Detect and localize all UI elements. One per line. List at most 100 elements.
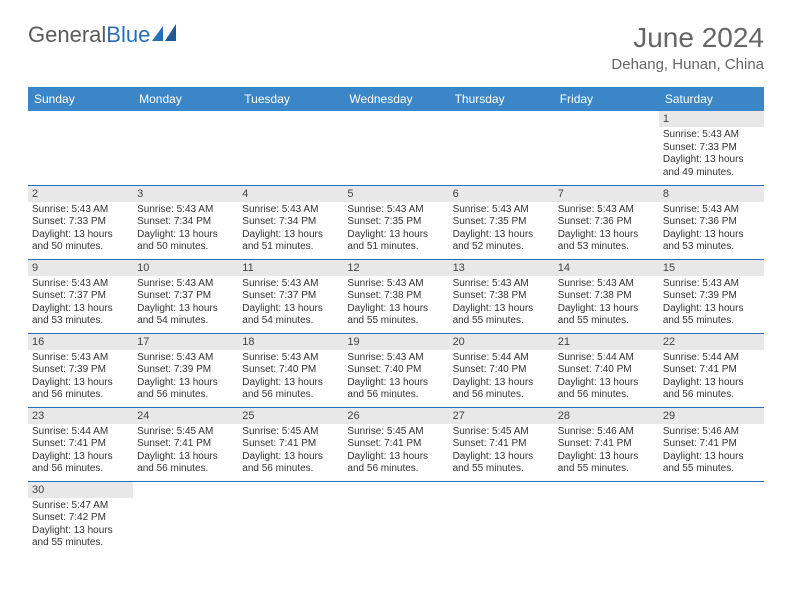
calendar-day-cell: 4Sunrise: 5:43 AMSunset: 7:34 PMDaylight… — [238, 185, 343, 259]
day-detail: Sunrise: 5:43 AMSunset: 7:40 PMDaylight:… — [238, 350, 343, 404]
calendar-day-cell — [449, 111, 554, 185]
calendar-week-row: 23Sunrise: 5:44 AMSunset: 7:41 PMDayligh… — [28, 407, 764, 481]
day-detail: Sunrise: 5:43 AMSunset: 7:34 PMDaylight:… — [133, 202, 238, 256]
calendar-day-cell: 14Sunrise: 5:43 AMSunset: 7:38 PMDayligh… — [554, 259, 659, 333]
calendar-day-cell — [343, 111, 448, 185]
day-number: 3 — [133, 186, 238, 202]
calendar-day-cell: 12Sunrise: 5:43 AMSunset: 7:38 PMDayligh… — [343, 259, 448, 333]
calendar-day-cell: 15Sunrise: 5:43 AMSunset: 7:39 PMDayligh… — [659, 259, 764, 333]
calendar-day-cell — [133, 481, 238, 555]
day-detail: Sunrise: 5:43 AMSunset: 7:37 PMDaylight:… — [133, 276, 238, 330]
calendar-day-cell — [449, 481, 554, 555]
calendar-day-cell: 10Sunrise: 5:43 AMSunset: 7:37 PMDayligh… — [133, 259, 238, 333]
calendar-week-row: 16Sunrise: 5:43 AMSunset: 7:39 PMDayligh… — [28, 333, 764, 407]
calendar-day-cell — [554, 111, 659, 185]
day-number: 5 — [343, 186, 448, 202]
calendar-day-cell: 3Sunrise: 5:43 AMSunset: 7:34 PMDaylight… — [133, 185, 238, 259]
calendar-day-cell — [238, 481, 343, 555]
day-number: 23 — [28, 408, 133, 424]
day-detail: Sunrise: 5:43 AMSunset: 7:39 PMDaylight:… — [659, 276, 764, 330]
day-number: 4 — [238, 186, 343, 202]
calendar-day-cell — [238, 111, 343, 185]
sail-icon — [152, 22, 178, 48]
weekday-header: Tuesday — [238, 87, 343, 111]
calendar-day-cell: 22Sunrise: 5:44 AMSunset: 7:41 PMDayligh… — [659, 333, 764, 407]
calendar-day-cell: 26Sunrise: 5:45 AMSunset: 7:41 PMDayligh… — [343, 407, 448, 481]
calendar-day-cell: 7Sunrise: 5:43 AMSunset: 7:36 PMDaylight… — [554, 185, 659, 259]
day-number: 17 — [133, 334, 238, 350]
day-detail: Sunrise: 5:47 AMSunset: 7:42 PMDaylight:… — [28, 498, 133, 552]
calendar-week-row: 1Sunrise: 5:43 AMSunset: 7:33 PMDaylight… — [28, 111, 764, 185]
calendar-head: SundayMondayTuesdayWednesdayThursdayFrid… — [28, 87, 764, 111]
day-number: 10 — [133, 260, 238, 276]
calendar-day-cell: 23Sunrise: 5:44 AMSunset: 7:41 PMDayligh… — [28, 407, 133, 481]
day-number: 11 — [238, 260, 343, 276]
day-number: 14 — [554, 260, 659, 276]
day-number: 27 — [449, 408, 554, 424]
calendar-day-cell: 6Sunrise: 5:43 AMSunset: 7:35 PMDaylight… — [449, 185, 554, 259]
day-detail: Sunrise: 5:43 AMSunset: 7:38 PMDaylight:… — [554, 276, 659, 330]
day-detail: Sunrise: 5:46 AMSunset: 7:41 PMDaylight:… — [554, 424, 659, 478]
day-number: 24 — [133, 408, 238, 424]
calendar-day-cell — [343, 481, 448, 555]
day-detail: Sunrise: 5:43 AMSunset: 7:40 PMDaylight:… — [343, 350, 448, 404]
day-detail: Sunrise: 5:44 AMSunset: 7:40 PMDaylight:… — [449, 350, 554, 404]
day-number: 8 — [659, 186, 764, 202]
day-number: 19 — [343, 334, 448, 350]
day-number: 25 — [238, 408, 343, 424]
day-number: 2 — [28, 186, 133, 202]
day-detail: Sunrise: 5:43 AMSunset: 7:33 PMDaylight:… — [28, 202, 133, 256]
location-text: Dehang, Hunan, China — [611, 56, 764, 73]
day-number: 13 — [449, 260, 554, 276]
day-number: 7 — [554, 186, 659, 202]
calendar-day-cell: 21Sunrise: 5:44 AMSunset: 7:40 PMDayligh… — [554, 333, 659, 407]
brand-text-1: General — [28, 22, 106, 48]
calendar-day-cell: 24Sunrise: 5:45 AMSunset: 7:41 PMDayligh… — [133, 407, 238, 481]
calendar-day-cell — [28, 111, 133, 185]
day-number: 30 — [28, 482, 133, 498]
day-detail: Sunrise: 5:43 AMSunset: 7:36 PMDaylight:… — [554, 202, 659, 256]
calendar-day-cell — [133, 111, 238, 185]
brand-logo: GeneralBlue — [28, 22, 178, 48]
weekday-header: Monday — [133, 87, 238, 111]
day-detail: Sunrise: 5:45 AMSunset: 7:41 PMDaylight:… — [238, 424, 343, 478]
day-detail: Sunrise: 5:43 AMSunset: 7:39 PMDaylight:… — [28, 350, 133, 404]
day-detail: Sunrise: 5:43 AMSunset: 7:36 PMDaylight:… — [659, 202, 764, 256]
calendar-day-cell: 25Sunrise: 5:45 AMSunset: 7:41 PMDayligh… — [238, 407, 343, 481]
calendar-body: 1 Sunrise: 5:43 AMSunset: 7:33 PMDaylight… — [28, 111, 764, 555]
day-detail: Sunrise: 5:44 AMSunset: 7:40 PMDaylight:… — [554, 350, 659, 404]
day-detail: Sunrise: 5:45 AMSunset: 7:41 PMDaylight:… — [133, 424, 238, 478]
day-detail: Sunrise: 5:45 AMSunset: 7:41 PMDaylight:… — [449, 424, 554, 478]
weekday-header: Sunday — [28, 87, 133, 111]
day-number: 21 — [554, 334, 659, 350]
day-number: 28 — [554, 408, 659, 424]
day-number: 29 — [659, 408, 764, 424]
calendar-day-cell: 8Sunrise: 5:43 AMSunset: 7:36 PMDaylight… — [659, 185, 764, 259]
day-number: 22 — [659, 334, 764, 350]
calendar-day-cell: 28Sunrise: 5:46 AMSunset: 7:41 PMDayligh… — [554, 407, 659, 481]
calendar-day-cell: 16Sunrise: 5:43 AMSunset: 7:39 PMDayligh… — [28, 333, 133, 407]
day-number: 1 — [659, 111, 764, 127]
calendar-day-cell: 29Sunrise: 5:46 AMSunset: 7:41 PMDayligh… — [659, 407, 764, 481]
calendar-day-cell — [554, 481, 659, 555]
calendar-day-cell: 30Sunrise: 5:47 AMSunset: 7:42 PMDayligh… — [28, 481, 133, 555]
calendar-day-cell: 11Sunrise: 5:43 AMSunset: 7:37 PMDayligh… — [238, 259, 343, 333]
day-detail: Sunrise: 5:43 AMSunset: 7:35 PMDaylight:… — [449, 202, 554, 256]
day-detail: Sunrise: 5:46 AMSunset: 7:41 PMDaylight:… — [659, 424, 764, 478]
calendar-week-row: 2Sunrise: 5:43 AMSunset: 7:33 PMDaylight… — [28, 185, 764, 259]
day-detail: Sunrise: 5:44 AMSunset: 7:41 PMDaylight:… — [659, 350, 764, 404]
calendar-day-cell: 20Sunrise: 5:44 AMSunset: 7:40 PMDayligh… — [449, 333, 554, 407]
day-detail: Sunrise: 5:43 AMSunset: 7:39 PMDaylight:… — [133, 350, 238, 404]
day-detail: Sunrise: 5:43 AMSunset: 7:38 PMDaylight:… — [449, 276, 554, 330]
day-detail: Sunrise: 5:44 AMSunset: 7:41 PMDaylight:… — [28, 424, 133, 478]
day-number: 26 — [343, 408, 448, 424]
title-block: June 2024 Dehang, Hunan, China — [611, 22, 764, 73]
calendar-day-cell: 2Sunrise: 5:43 AMSunset: 7:33 PMDaylight… — [28, 185, 133, 259]
day-detail: Sunrise: 5:43 AMSunset: 7:35 PMDaylight:… — [343, 202, 448, 256]
day-detail: Sunrise: 5:43 AMSunset: 7:34 PMDaylight:… — [238, 202, 343, 256]
calendar-day-cell — [659, 481, 764, 555]
weekday-header: Wednesday — [343, 87, 448, 111]
calendar-day-cell: 19Sunrise: 5:43 AMSunset: 7:40 PMDayligh… — [343, 333, 448, 407]
calendar-day-cell: 9Sunrise: 5:43 AMSunset: 7:37 PMDaylight… — [28, 259, 133, 333]
calendar-day-cell: 5Sunrise: 5:43 AMSunset: 7:35 PMDaylight… — [343, 185, 448, 259]
